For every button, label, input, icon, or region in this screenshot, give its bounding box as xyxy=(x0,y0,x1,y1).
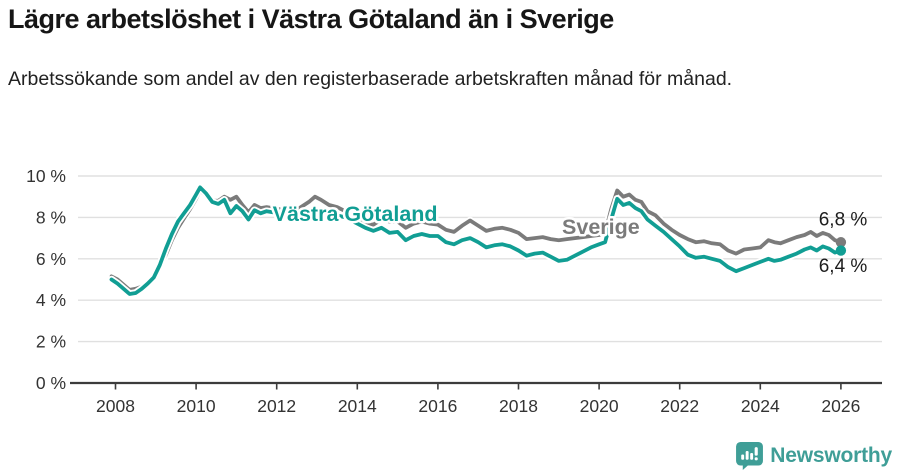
y-tick-label: 8 % xyxy=(36,207,66,227)
y-tick-label: 10 % xyxy=(26,166,66,186)
y-tick-label: 4 % xyxy=(36,290,66,310)
x-tick-label: 2024 xyxy=(741,396,780,416)
x-tick-label: 2010 xyxy=(177,396,216,416)
x-tick-label: 2026 xyxy=(821,396,860,416)
series-line-v-stra-g-taland xyxy=(109,185,843,296)
y-tick-label: 6 % xyxy=(36,249,66,269)
end-value-label-sverige: 6,8 % xyxy=(819,209,868,230)
newsworthy-logo[interactable]: Newsworthy xyxy=(736,442,892,470)
newsworthy-logo-text: Newsworthy xyxy=(770,444,892,467)
x-tick-label: 2018 xyxy=(499,396,538,416)
newsworthy-logo-icon xyxy=(736,442,764,470)
page-title: Lägre arbetslöshet i Västra Götaland än … xyxy=(8,4,614,34)
unemployment-line-chart: 2008 2010 2012 2014 2016 2018 2020 2022 2024 2026… xyxy=(26,166,882,416)
end-dot-v-stra-g-taland xyxy=(835,245,847,256)
series-label-sverige: Sverige xyxy=(562,215,640,239)
series-label-v-stra-g-taland: Västra Götaland xyxy=(273,202,438,226)
end-dot-sverige xyxy=(835,237,847,248)
x-tick-label: 2022 xyxy=(660,396,699,416)
x-tick-label: 2012 xyxy=(257,396,296,416)
chart-subtitle: Arbetssökande som andel av den registerb… xyxy=(8,68,733,90)
x-tick-label: 2020 xyxy=(580,396,619,416)
x-tick-label: 2014 xyxy=(338,396,377,416)
y-tick-label: 2 % xyxy=(36,332,66,352)
x-tick-label: 2016 xyxy=(418,396,457,416)
x-tick-label: 2008 xyxy=(96,396,135,416)
y-tick-label: 0 % xyxy=(36,373,66,393)
end-value-label-v-stra-g-taland: 6,4 % xyxy=(819,256,868,277)
